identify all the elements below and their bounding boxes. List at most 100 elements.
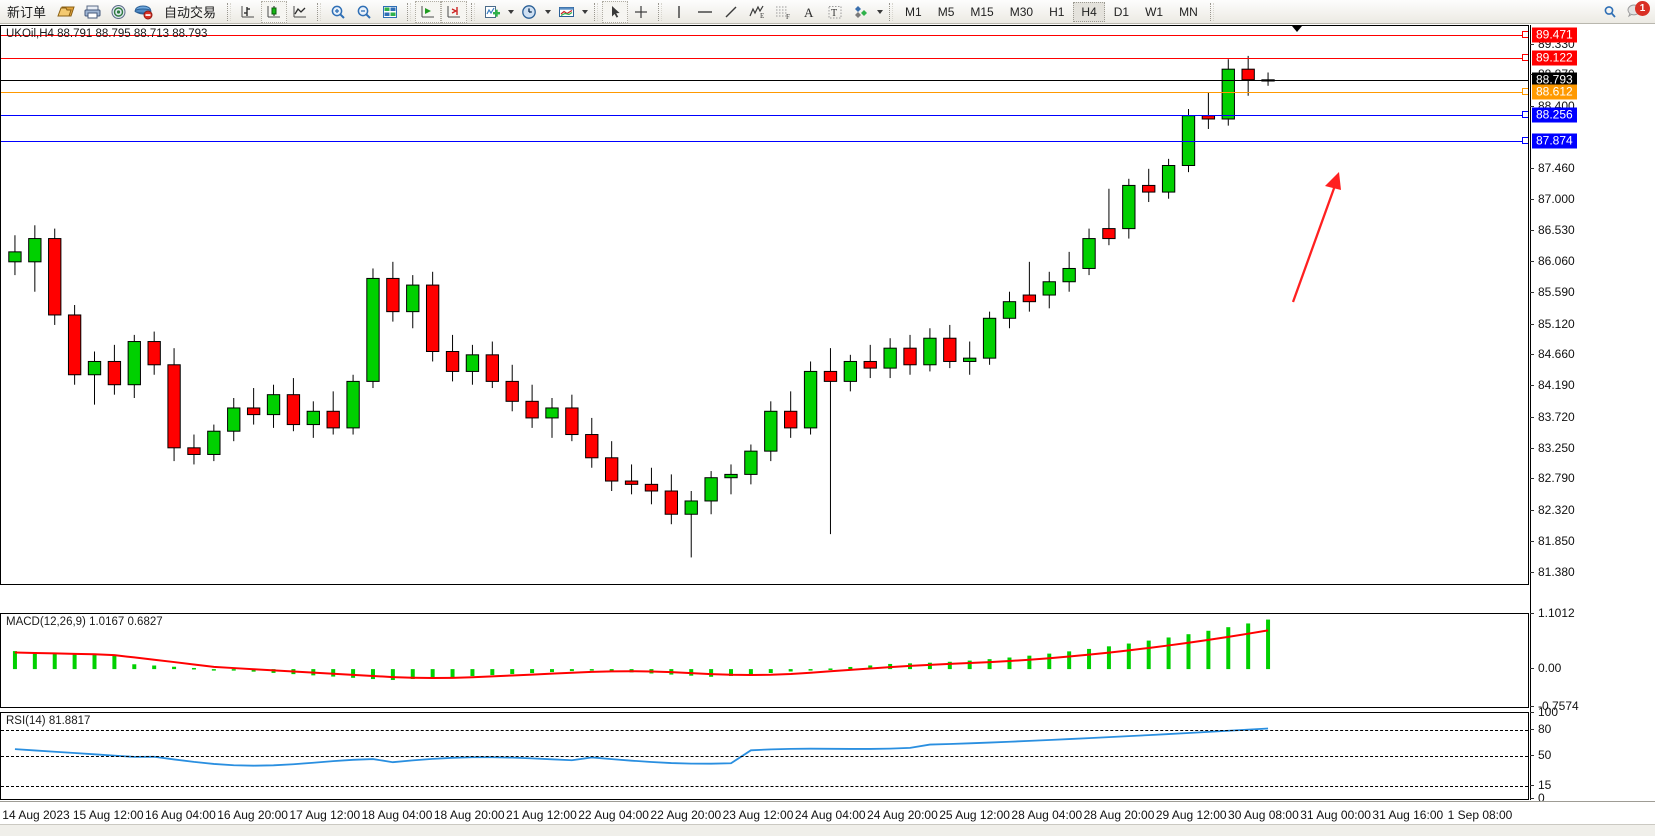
text-icon[interactable]: A bbox=[796, 1, 822, 23]
rsi-level-80 bbox=[1, 730, 1528, 732]
period-dropdown-arrow[interactable] bbox=[542, 1, 553, 23]
svg-text:T: T bbox=[831, 8, 837, 19]
timeframe-m5[interactable]: M5 bbox=[937, 4, 955, 19]
period-clock-icon[interactable] bbox=[516, 1, 542, 23]
signal-icon[interactable] bbox=[105, 1, 131, 23]
timeframe-mn[interactable]: MN bbox=[1179, 4, 1198, 19]
indicators-dropdown-arrow[interactable] bbox=[505, 1, 516, 23]
print-icon[interactable] bbox=[79, 1, 105, 23]
timeframe-m15[interactable]: M15 bbox=[970, 4, 994, 19]
crosshair-icon[interactable] bbox=[628, 1, 654, 23]
price-tag-87-874[interactable]: 87.874 bbox=[1532, 133, 1577, 149]
price-axis[interactable]: 89.33088.87088.40087.46087.00086.53086.0… bbox=[1530, 25, 1655, 805]
level-line-87-874[interactable] bbox=[1, 140, 1528, 142]
shift-end-icon[interactable] bbox=[441, 0, 468, 23]
horizontal-line-icon[interactable] bbox=[692, 1, 718, 23]
rsi-level-15 bbox=[1, 786, 1528, 788]
timeframe-w1[interactable]: W1 bbox=[1145, 4, 1164, 19]
trendline-icon[interactable] bbox=[718, 1, 744, 23]
toolbar-separator bbox=[594, 2, 599, 21]
time-axis-label: 24 Aug 20:00 bbox=[867, 808, 938, 822]
timeframe-h1[interactable]: H1 bbox=[1049, 4, 1065, 19]
level-handle-87-874[interactable] bbox=[1522, 136, 1528, 144]
axis-line bbox=[1530, 25, 1531, 800]
time-axis-label: 23 Aug 12:00 bbox=[722, 808, 794, 822]
new-order-button[interactable]: 新订单 bbox=[0, 1, 53, 23]
line-chart-icon[interactable] bbox=[287, 1, 313, 23]
shapes-dropdown-arrow[interactable] bbox=[874, 1, 885, 23]
price-tick bbox=[1530, 509, 1534, 511]
timeframe-m1[interactable]: M1 bbox=[905, 4, 922, 19]
price-tag-89-122[interactable]: 89.122 bbox=[1532, 50, 1577, 66]
elliott-wave-icon[interactable]: E bbox=[744, 1, 770, 23]
price-tag-88-793[interactable]: 88.793 bbox=[1532, 72, 1577, 88]
level-handle-88-256[interactable] bbox=[1522, 111, 1528, 119]
toolbar-separator bbox=[407, 2, 412, 21]
rsi-tick bbox=[1530, 712, 1534, 713]
macd-indicator-pane[interactable]: MACD(12,26,9) 1.0167 0.6827 bbox=[0, 613, 1529, 708]
data-window-icon[interactable] bbox=[377, 1, 403, 23]
macd-tick-label: -0.7574 bbox=[1538, 699, 1579, 713]
chat-icon[interactable]: 1 bbox=[1623, 0, 1650, 23]
autotrade-label: 自动交易 bbox=[164, 6, 217, 21]
shift-start-icon[interactable] bbox=[415, 0, 442, 23]
price-tick-label: 81.850 bbox=[1538, 533, 1575, 548]
rsi-tick-label: 15 bbox=[1538, 778, 1552, 793]
price-tick bbox=[1530, 416, 1534, 418]
toolbar-separator bbox=[227, 2, 232, 21]
price-tick bbox=[1530, 105, 1534, 107]
price-chart-pane[interactable]: UKOil,H4 88.791 88.795 88.713 88.793 bbox=[0, 25, 1529, 585]
rsi-level-50 bbox=[1, 756, 1528, 757]
bar-chart-icon[interactable] bbox=[235, 1, 261, 23]
expert-advisor-icon[interactable] bbox=[131, 1, 157, 23]
shapes-icon[interactable] bbox=[848, 1, 874, 23]
time-axis-label: 31 Aug 16:00 bbox=[1372, 808, 1444, 822]
cursor-icon[interactable] bbox=[602, 0, 629, 23]
price-tick bbox=[1530, 43, 1534, 45]
time-axis-label: 16 Aug 20:00 bbox=[217, 808, 288, 822]
level-line-88-793[interactable] bbox=[1, 79, 1528, 81]
toolbar-separator bbox=[471, 2, 476, 21]
rsi-tick-label: 100 bbox=[1538, 705, 1559, 719]
timeframe-m30[interactable]: M30 bbox=[1009, 4, 1034, 19]
zoom-out-icon[interactable] bbox=[351, 1, 377, 23]
price-tag-88-612[interactable]: 88.612 bbox=[1532, 84, 1577, 100]
level-handle-89-471[interactable] bbox=[1522, 30, 1528, 38]
price-tick-label: 86.530 bbox=[1538, 222, 1575, 237]
time-axis-label: 17 Aug 12:00 bbox=[289, 808, 361, 822]
level-line-88-256[interactable] bbox=[1, 115, 1528, 117]
level-line-88-612[interactable] bbox=[1, 91, 1528, 93]
macd-tick-label: 1.1012 bbox=[1538, 606, 1575, 620]
level-handle-88-612[interactable] bbox=[1522, 87, 1528, 95]
timeframe-h4[interactable]: H4 bbox=[1073, 1, 1105, 22]
templates-dropdown-arrow[interactable] bbox=[579, 1, 590, 23]
rsi-indicator-pane[interactable]: RSI(14) 81.8817 bbox=[0, 712, 1529, 800]
autotrade-button[interactable]: 自动交易 bbox=[157, 1, 223, 23]
time-axis-label: 30 Aug 08:00 bbox=[1228, 808, 1299, 822]
symbol-header-label: UKOil,H4 88.791 88.795 88.713 88.793 bbox=[6, 28, 208, 40]
price-tick bbox=[1530, 168, 1534, 170]
text-label-icon[interactable]: T bbox=[822, 1, 848, 23]
indicators-icon[interactable] bbox=[479, 1, 505, 23]
search-icon[interactable] bbox=[1597, 1, 1623, 23]
fibonacci-icon[interactable]: F bbox=[770, 1, 796, 23]
svg-text:A: A bbox=[804, 5, 814, 20]
price-tag-88-256[interactable]: 88.256 bbox=[1532, 107, 1577, 123]
price-tag-89-471[interactable]: 89.471 bbox=[1532, 27, 1577, 43]
level-line-89-471[interactable] bbox=[1, 34, 1528, 36]
candlestick-chart-icon[interactable] bbox=[261, 0, 288, 23]
level-handle-89-122[interactable] bbox=[1522, 53, 1528, 61]
folder-icon[interactable] bbox=[53, 1, 79, 23]
price-tick bbox=[1530, 292, 1534, 294]
vertical-line-icon[interactable] bbox=[666, 1, 692, 23]
price-tick-label: 85.120 bbox=[1538, 316, 1575, 331]
templates-icon[interactable] bbox=[553, 1, 579, 23]
notification-badge: 1 bbox=[1635, 0, 1650, 16]
level-line-89-122[interactable] bbox=[1, 57, 1528, 59]
timeframe-d1[interactable]: D1 bbox=[1113, 4, 1130, 19]
price-tick bbox=[1530, 198, 1534, 200]
time-axis-label: 31 Aug 00:00 bbox=[1300, 808, 1371, 822]
time-axis-label: 28 Aug 20:00 bbox=[1083, 808, 1155, 822]
price-tick-label: 85.590 bbox=[1538, 285, 1575, 300]
zoom-in-icon[interactable] bbox=[325, 1, 351, 23]
